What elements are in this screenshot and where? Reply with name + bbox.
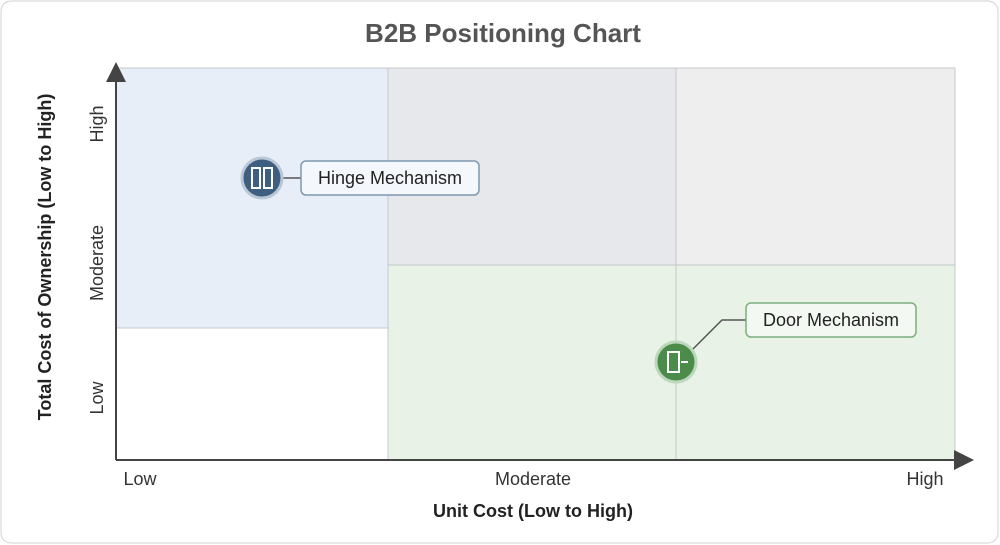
- x-label: Moderate: [495, 469, 571, 489]
- y-label: Moderate: [87, 225, 107, 301]
- region: [676, 68, 955, 265]
- x-label: High: [906, 469, 943, 489]
- y-label: Low: [87, 380, 107, 414]
- chart-title: B2B Positioning Chart: [365, 18, 641, 48]
- item-door: Door Mechanism: [654, 302, 917, 384]
- item-label: Hinge Mechanism: [318, 168, 462, 188]
- y-label: High: [87, 105, 107, 142]
- y-axis-title: Total Cost of Ownership (Low to High): [35, 94, 55, 421]
- region: [116, 68, 388, 328]
- x-label: Low: [123, 469, 157, 489]
- item-label: Door Mechanism: [763, 310, 899, 330]
- item-hinge: Hinge Mechanism: [240, 156, 480, 200]
- x-axis-title: Unit Cost (Low to High): [433, 501, 633, 521]
